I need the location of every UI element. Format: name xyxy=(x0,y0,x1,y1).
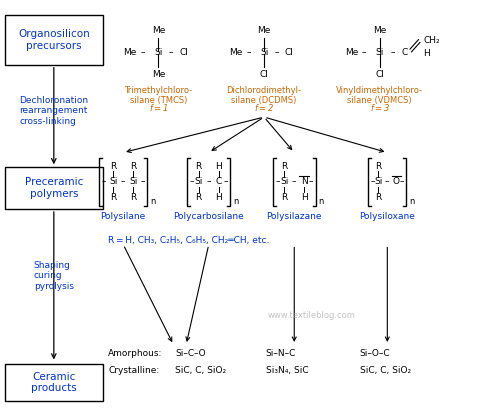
Text: R: R xyxy=(110,162,116,171)
Text: –: – xyxy=(169,48,174,57)
Text: SiC, C, SiO₂: SiC, C, SiO₂ xyxy=(175,366,226,375)
Text: Si–N–C: Si–N–C xyxy=(266,349,296,358)
Text: –: – xyxy=(140,177,144,186)
Text: H: H xyxy=(215,193,222,201)
Text: R: R xyxy=(196,162,202,171)
Text: Amorphous:: Amorphous: xyxy=(108,349,162,358)
Text: C: C xyxy=(402,48,408,57)
Text: Me: Me xyxy=(229,48,242,57)
Text: R = H, CH₃, C₂H₅, C₆H₅, CH₂═CH, etc.: R = H, CH₃, C₂H₅, C₆H₅, CH₂═CH, etc. xyxy=(108,236,270,245)
Text: n: n xyxy=(150,197,155,206)
Text: Dechloronation
rearrangement
cross-linking: Dechloronation rearrangement cross-linki… xyxy=(19,96,89,126)
FancyBboxPatch shape xyxy=(5,364,103,401)
Text: Si: Si xyxy=(109,177,117,186)
Text: $f$ = 2: $f$ = 2 xyxy=(254,102,274,113)
Text: Vinyldimethylchloro-
silane (VDMCS): Vinyldimethylchloro- silane (VDMCS) xyxy=(337,86,423,105)
Text: R: R xyxy=(375,193,381,201)
Text: H: H xyxy=(424,48,430,58)
Text: Me: Me xyxy=(373,25,386,35)
Text: SiC, C, SiO₂: SiC, C, SiO₂ xyxy=(360,366,411,375)
Text: –: – xyxy=(246,48,251,57)
Text: R: R xyxy=(375,162,381,171)
Text: –: – xyxy=(292,177,296,186)
Text: Si: Si xyxy=(154,48,162,57)
Text: Trimethylchloro-
silane (TMCS): Trimethylchloro- silane (TMCS) xyxy=(124,86,193,105)
Text: –: – xyxy=(190,177,194,186)
Text: $f$ = 3: $f$ = 3 xyxy=(370,102,390,113)
Text: Si: Si xyxy=(195,177,203,186)
Text: Me: Me xyxy=(258,25,271,35)
Text: –: – xyxy=(141,48,145,57)
Text: Si₃N₄, SiC: Si₃N₄, SiC xyxy=(266,366,308,375)
Text: Me: Me xyxy=(152,25,165,35)
Text: –: – xyxy=(102,177,106,186)
Text: –: – xyxy=(275,177,280,186)
Text: –: – xyxy=(390,48,395,57)
Text: Polycarbosilane: Polycarbosilane xyxy=(174,212,244,222)
Text: Me: Me xyxy=(345,48,358,57)
Text: N: N xyxy=(301,177,308,186)
Text: Cl: Cl xyxy=(180,48,188,57)
Text: Preceramic
polymers: Preceramic polymers xyxy=(25,177,83,199)
Text: n: n xyxy=(318,197,324,206)
Text: –: – xyxy=(223,177,227,186)
Text: –: – xyxy=(371,177,375,186)
Text: Polysiloxane: Polysiloxane xyxy=(359,212,415,222)
Text: H: H xyxy=(215,162,222,171)
Text: Polysilane: Polysilane xyxy=(101,212,146,222)
Text: Shaping
curing
pyrolysis: Shaping curing pyrolysis xyxy=(34,261,74,291)
Text: Si: Si xyxy=(260,48,268,57)
FancyBboxPatch shape xyxy=(5,15,103,65)
Text: Crystalline:: Crystalline: xyxy=(108,366,159,375)
Text: Me: Me xyxy=(152,70,165,79)
Text: Si: Si xyxy=(129,177,137,186)
Text: www.textileblog.com: www.textileblog.com xyxy=(268,311,356,320)
Text: n: n xyxy=(233,197,238,206)
Text: –: – xyxy=(309,177,313,186)
Text: –: – xyxy=(399,177,403,186)
Text: R: R xyxy=(110,193,116,201)
Text: Organosilicon
precursors: Organosilicon precursors xyxy=(18,29,90,51)
Text: CH₂: CH₂ xyxy=(424,36,440,45)
Text: Si: Si xyxy=(374,177,382,186)
Text: –: – xyxy=(121,177,125,186)
Text: $f$ = 1: $f$ = 1 xyxy=(149,102,168,113)
Text: Cl: Cl xyxy=(260,70,269,79)
Text: R: R xyxy=(130,162,136,171)
Text: Me: Me xyxy=(124,48,137,57)
Text: –: – xyxy=(275,48,279,57)
Text: R: R xyxy=(196,193,202,201)
Text: O: O xyxy=(393,177,400,186)
Text: R: R xyxy=(281,193,287,201)
Text: Dichlorodimethyl-
silane (DCDMS): Dichlorodimethyl- silane (DCDMS) xyxy=(226,86,302,105)
Text: Si–C–O: Si–C–O xyxy=(175,349,206,358)
Text: –: – xyxy=(207,177,211,186)
Text: –: – xyxy=(385,177,389,186)
Text: –: – xyxy=(362,48,367,57)
Text: n: n xyxy=(409,197,414,206)
Text: R: R xyxy=(130,193,136,201)
Text: Ceramic
products: Ceramic products xyxy=(31,372,77,393)
Text: Cl: Cl xyxy=(375,70,384,79)
FancyBboxPatch shape xyxy=(5,167,103,209)
Text: C: C xyxy=(216,177,222,186)
Text: R: R xyxy=(281,162,287,171)
Text: Si: Si xyxy=(376,48,384,57)
Text: H: H xyxy=(301,193,308,201)
Text: Cl: Cl xyxy=(285,48,294,57)
Text: Si–O–C: Si–O–C xyxy=(360,349,390,358)
Text: Polysilazane: Polysilazane xyxy=(267,212,322,222)
Text: Si: Si xyxy=(280,177,288,186)
